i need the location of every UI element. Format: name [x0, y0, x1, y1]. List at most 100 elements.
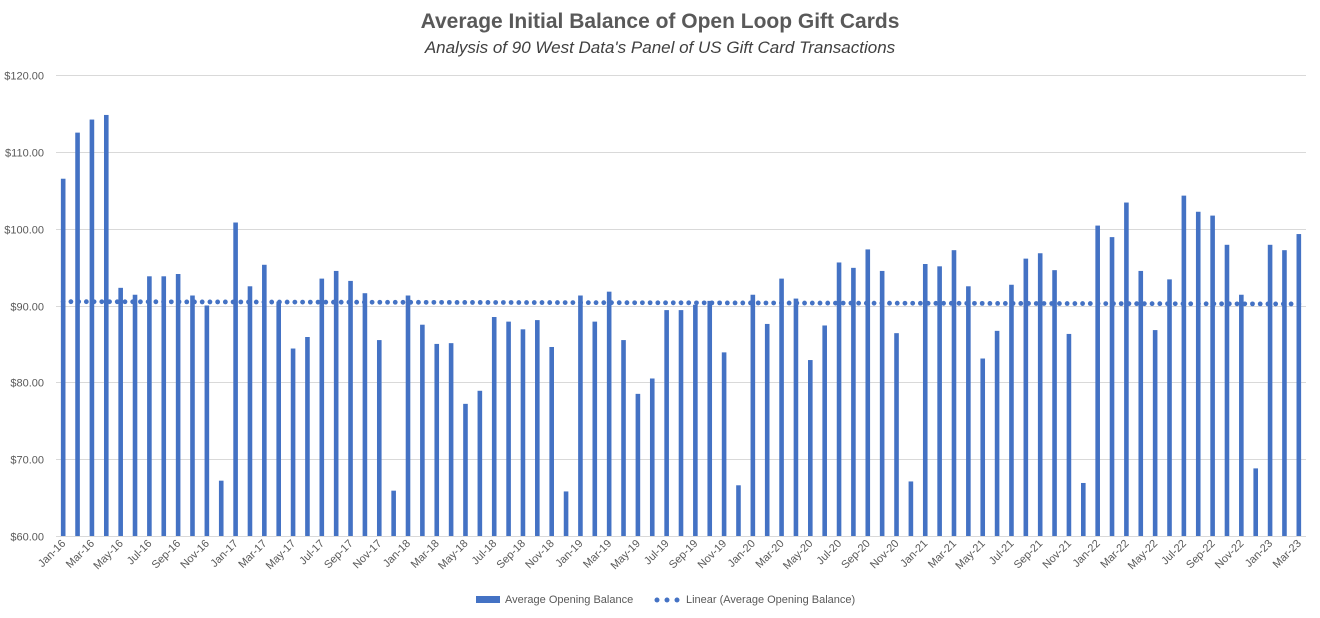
x-tick-label: May-16 — [91, 538, 125, 572]
bar — [1267, 244, 1273, 537]
trendline-dot — [1273, 301, 1279, 307]
bar — [305, 337, 310, 536]
bar — [879, 270, 885, 536]
bar — [405, 295, 411, 536]
trendline-dot — [408, 299, 414, 305]
bar — [89, 119, 95, 536]
bar — [793, 298, 799, 536]
x-tick-label: Nov-16 — [178, 538, 212, 572]
bar — [721, 352, 727, 536]
trendline-dot — [1250, 301, 1255, 307]
trendline-dot — [392, 299, 398, 305]
trendline-dot — [477, 300, 483, 305]
trendline-dot — [956, 300, 962, 306]
trendline-dot — [1172, 301, 1178, 307]
trendline-dot — [99, 299, 105, 305]
bar — [851, 267, 856, 536]
bar — [750, 294, 756, 536]
trendline-dot — [68, 299, 74, 305]
trendline-dot — [230, 299, 236, 305]
bar — [1282, 250, 1287, 536]
trendline-dot — [1234, 301, 1240, 307]
trendline-dot — [771, 300, 777, 306]
x-tick-label: Nov-21 — [1040, 538, 1074, 572]
trendline-dot — [207, 299, 213, 305]
trendline-dot — [1057, 301, 1062, 306]
x-tick-label: Mar-20 — [754, 538, 787, 571]
trendline-dot — [678, 300, 684, 306]
trendline-dot — [995, 301, 1001, 306]
trendline-dot — [1157, 301, 1163, 307]
trendline-dot — [732, 300, 738, 306]
x-tick-label: Jan-23 — [1243, 538, 1275, 570]
trendline-dot — [670, 300, 676, 306]
bar — [276, 301, 281, 536]
trendline-dot — [423, 299, 429, 305]
x-tick-label: Nov-18 — [523, 538, 557, 572]
trendline-dot — [269, 299, 275, 305]
bar — [204, 305, 210, 536]
trendline-dot — [361, 299, 367, 305]
y-tick-label: $70.00 — [10, 455, 44, 467]
bar — [1081, 482, 1086, 536]
trendline-dot — [987, 300, 993, 306]
y-tick-label: $90.00 — [10, 302, 44, 314]
x-tick-label: Nov-17 — [351, 538, 385, 572]
x-tick-label: May-19 — [609, 538, 643, 572]
trendline-dot — [1095, 301, 1101, 306]
bar — [994, 330, 1000, 536]
trendline-dot — [1103, 301, 1109, 306]
trendline-dot — [647, 300, 653, 306]
trendline-dot — [493, 300, 499, 305]
trendline-dot — [809, 300, 815, 306]
x-tick-label: Nov-19 — [696, 538, 730, 572]
x-tick-label: Jan-19 — [553, 538, 585, 570]
bar — [1023, 258, 1029, 536]
trendline-dot — [871, 300, 877, 306]
chart-subtitle: Analysis of 90 West Data's Panel of US G… — [424, 38, 896, 57]
bar — [1195, 211, 1201, 536]
bar — [1095, 225, 1100, 536]
bar — [649, 378, 655, 536]
y-axis-tick-labels: $60.00 $70.00 $80.00 $90.00 $100.00 $110.00 $1… — [4, 71, 44, 544]
x-tick-label: Jan-17 — [208, 538, 240, 570]
trendline-dot — [1288, 301, 1294, 307]
bar — [707, 300, 713, 536]
trendline-dot — [292, 299, 298, 305]
trendline-dot — [639, 300, 645, 306]
bar — [578, 295, 583, 536]
x-tick-label: Mar-22 — [1098, 538, 1131, 571]
trendline-dot — [1018, 301, 1024, 306]
trendline-dot — [416, 299, 421, 305]
trendline-dot — [439, 299, 444, 305]
y-tick-label: $120.00 — [4, 71, 44, 83]
bar — [362, 293, 368, 536]
trendline-dot — [122, 299, 128, 305]
trendline-dot — [1087, 301, 1093, 306]
bar — [535, 320, 540, 536]
x-tick-label: Jan-21 — [898, 538, 930, 570]
trendline-dot — [222, 299, 228, 305]
trendline-dot — [91, 299, 97, 305]
trendline-dot — [918, 300, 923, 306]
legend-trend-dot — [664, 597, 670, 603]
x-tick-label: May-21 — [953, 538, 987, 572]
trendline-dot — [516, 300, 522, 305]
x-tick-label: Nov-20 — [868, 538, 902, 572]
bar — [520, 329, 526, 536]
bar — [175, 274, 181, 536]
bar — [1181, 195, 1187, 536]
bar — [477, 390, 483, 536]
bar — [894, 333, 899, 536]
bar — [951, 250, 957, 536]
trendline-dot — [462, 300, 468, 305]
trendline-dot — [663, 300, 668, 306]
trendline-dot — [794, 300, 800, 306]
trendline-dot — [1033, 301, 1039, 306]
bar — [290, 348, 296, 536]
bar — [836, 262, 842, 536]
trendline-dot — [83, 299, 89, 305]
x-tick-label: May-22 — [1126, 538, 1160, 572]
trendline-dot — [1080, 301, 1085, 306]
